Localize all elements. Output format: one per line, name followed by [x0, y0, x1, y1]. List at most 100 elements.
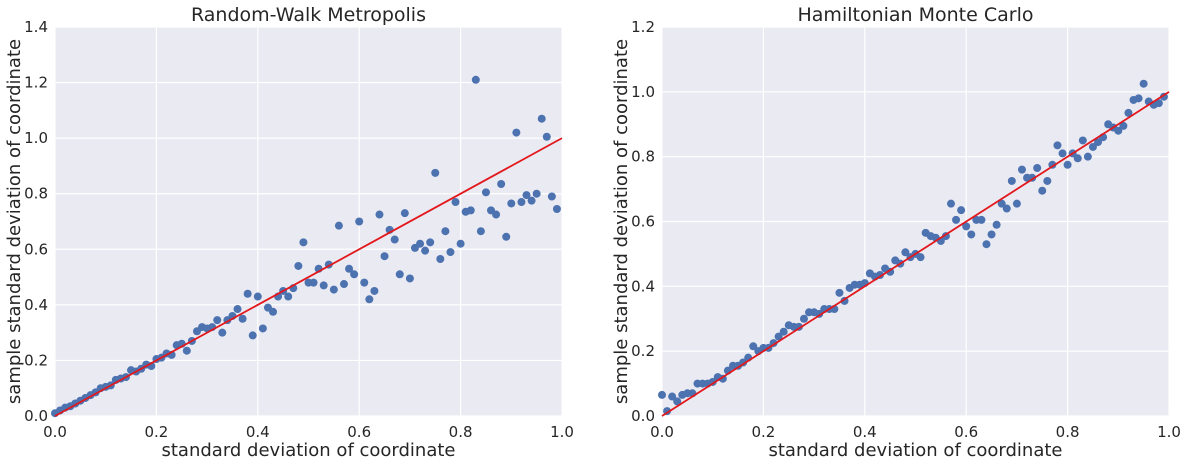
hmc-data-point — [749, 342, 758, 351]
rwm-data-point — [552, 204, 561, 213]
hmc-data-point — [982, 240, 991, 249]
rwm-data-point — [537, 114, 546, 123]
hmc-y-tick-label: 0.8 — [631, 148, 655, 166]
rwm-y-tick-label: 0.4 — [24, 296, 48, 314]
hmc-data-point — [835, 288, 844, 297]
rwm-x-tick-label: 0.0 — [43, 423, 67, 441]
hmc-reference-line — [661, 91, 1170, 417]
hmc-y-tick-label: 0.4 — [631, 277, 655, 295]
rwm-data-point — [253, 292, 262, 301]
hmc-x-tick-label: 1.0 — [1157, 423, 1181, 441]
hmc-y-axis-label: sample standard deviation of coordinate — [611, 39, 632, 404]
rwm-data-point — [517, 198, 526, 207]
rwm-data-point — [269, 307, 278, 316]
rwm-data-point — [355, 217, 364, 226]
rwm-data-point — [334, 221, 343, 230]
rwm-x-tick-label: 1.0 — [550, 423, 574, 441]
hmc-y-tick-label: 1.2 — [631, 18, 655, 36]
hmc-data-point — [1134, 94, 1143, 103]
hmc-data-point — [1058, 149, 1067, 158]
hmc-data-point — [668, 392, 677, 401]
hmc-data-points — [658, 79, 1168, 416]
hmc-data-point — [997, 199, 1006, 208]
hmc-data-point — [1017, 165, 1026, 174]
rwm-x-tick-label: 0.8 — [449, 423, 473, 441]
rwm-y-tick-labels: 0.0 0.2 0.4 0.6 0.8 1.0 1.2 1.4 — [24, 18, 48, 425]
hmc-data-point — [1119, 121, 1128, 130]
rwm-y-axis-label: sample standard deviation of coordinate — [4, 39, 25, 404]
hmc-data-point — [673, 397, 682, 406]
rwm-data-point — [350, 270, 359, 279]
rwm-data-point — [284, 292, 293, 301]
rwm-data-point — [507, 199, 516, 208]
rwm-data-point — [476, 227, 485, 236]
rwm-data-points — [51, 75, 561, 418]
rwm-data-point — [380, 252, 389, 261]
rwm-x-tick-label: 0.4 — [246, 423, 270, 441]
rwm-data-point — [466, 206, 475, 215]
hmc-x-tick-label: 0.6 — [954, 423, 978, 441]
hmc-chart-title: Hamiltonian Monte Carlo — [798, 4, 1034, 26]
rwm-data-point — [309, 278, 318, 287]
hmc-data-point — [1154, 99, 1163, 108]
rwm-data-point — [542, 132, 551, 141]
hmc-data-point — [977, 215, 986, 224]
rwm-reference-line — [54, 137, 563, 417]
hmc-data-point — [962, 222, 971, 231]
hmc-x-axis-label: standard deviation of coordinate — [768, 440, 1062, 461]
rwm-data-point — [471, 75, 480, 84]
rwm-data-point — [213, 316, 222, 325]
hmc-data-point — [1043, 176, 1052, 185]
rwm-data-point — [532, 189, 541, 198]
rwm-x-axis-label: standard deviation of coordinate — [161, 440, 455, 461]
rwm-y-tick-label: 1.4 — [24, 18, 48, 36]
hmc-data-point — [1002, 204, 1011, 213]
rwm-data-point — [218, 328, 227, 337]
hmc-data-point — [774, 332, 783, 341]
rwm-data-point — [522, 191, 531, 200]
hmc-data-point — [901, 248, 910, 257]
rwm-data-point — [294, 261, 303, 270]
rwm-y-tick-label: 0.8 — [24, 185, 48, 203]
rwm-x-tick-label: 0.2 — [144, 423, 168, 441]
rwm-data-point — [456, 239, 465, 248]
rwm-data-point — [258, 324, 267, 333]
rwm-data-point — [243, 289, 252, 298]
hmc-y-tick-labels: 0.0 0.2 0.4 0.6 0.8 1.0 1.2 — [631, 18, 655, 425]
rwm-y-tick-label: 0.6 — [24, 240, 48, 258]
hmc-data-point — [987, 230, 996, 239]
rwm-y-tick-label: 0.0 — [24, 407, 48, 425]
rwm-data-point — [492, 210, 501, 219]
rwm-y-tick-label: 0.2 — [24, 351, 48, 369]
rwm-data-point — [431, 168, 440, 177]
rwm-data-point — [512, 128, 521, 137]
hmc-data-point — [952, 215, 961, 224]
hmc-x-tick-label: 0.0 — [650, 423, 674, 441]
rwm-y-tick-label: 1.0 — [24, 129, 48, 147]
hmc-data-point — [1073, 154, 1082, 163]
rwm-data-point — [238, 314, 247, 323]
hmc-data-point — [799, 314, 808, 323]
hmc-y-tick-label: 1.0 — [631, 83, 655, 101]
hmc-y-tick-label: 0.0 — [631, 407, 655, 425]
hmc-data-point — [1124, 108, 1133, 117]
rwm-data-point — [400, 209, 409, 218]
hmc-data-point — [1033, 164, 1042, 173]
hmc-data-point — [1007, 176, 1016, 185]
hmc-data-point — [658, 390, 666, 399]
rwm-data-point — [547, 192, 556, 201]
rwm-y-tick-label: 1.2 — [24, 74, 48, 92]
hmc-data-point — [1094, 138, 1103, 147]
hmc-data-point — [1012, 199, 1021, 208]
rwm-data-point — [436, 255, 445, 264]
hmc-panel: 0.0 0.2 0.4 0.6 0.8 1.0 0.0 0.2 0.4 0.6 … — [611, 4, 1181, 461]
rwm-data-point — [345, 264, 354, 273]
hmc-data-point — [1083, 152, 1092, 161]
hmc-data-point — [779, 327, 788, 336]
rwm-data-point — [299, 238, 308, 247]
rwm-data-point — [421, 246, 430, 255]
hmc-data-point — [957, 206, 966, 215]
rwm-data-point — [481, 188, 490, 197]
rwm-x-tick-labels: 0.0 0.2 0.4 0.6 0.8 1.0 — [43, 423, 574, 441]
rwm-data-point — [441, 227, 450, 236]
